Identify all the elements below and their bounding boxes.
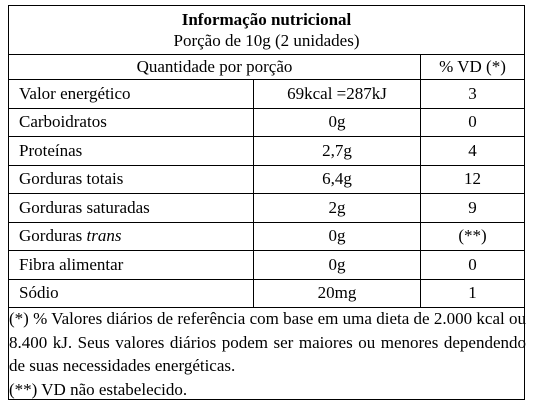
nutrient-label: Proteínas [19,140,83,160]
nutrient-label-italic: trans [86,226,122,246]
nutrient-vd: (**) [420,221,525,251]
nutrient-row: Carboidratos 0g 0 [8,107,525,137]
table-subtitle: Porção de 10g (2 unidades) [173,31,360,50]
nutrient-label: Gorduras [19,226,83,246]
nutrient-row: Proteínas 2,7g 4 [8,136,525,166]
table-title: Informação nutricional [181,10,352,29]
nutrient-label: Carboidratos [19,112,107,132]
nutrient-row: Gorduras totais 6,4g 12 [8,164,525,194]
nutrient-vd: 9 [420,193,525,223]
nutrient-amount: 2g [253,193,421,223]
column-header: Quantidade por porção [8,54,421,80]
title-cell: Informação nutricional Porção de 10g (2 … [8,5,525,55]
footnotes: (*) % Valores diários de referência com … [9,307,526,401]
nutrient-name: Carboidratos [8,107,254,137]
nutrient-vd: 0 [420,107,525,137]
nutrient-amount: 0g [253,250,421,280]
nutrient-label: Gorduras totais [19,169,124,189]
nutrient-name: Gorduras totais [8,164,254,194]
nutrient-amount: 0g [253,221,421,251]
column-header-row: Quantidade por porção % VD (*) [8,54,525,80]
nutrition-panel: Informação nutricional Porção de 10g (2 … [8,5,526,401]
column-header: % VD (*) [420,54,525,80]
nutrient-amount: 2,7g [253,136,421,166]
nutrient-amount: 0g [253,107,421,137]
nutrient-row: Gorduras saturadas 2g 9 [8,193,525,223]
nutrient-row: Sódio 20mg 1 [8,278,525,308]
nutrient-amount: 20mg [253,278,421,308]
title-row: Informação nutricional Porção de 10g (2 … [8,5,525,55]
nutrient-vd: 4 [420,136,525,166]
nutrition-table: Informação nutricional Porção de 10g (2 … [8,5,525,308]
nutrient-row: Valor energético 69kcal =287kJ 3 [8,79,525,109]
nutrient-row: Gorduras trans 0g (**) [8,221,525,251]
nutrient-row: Fibra alimentar 0g 0 [8,250,525,280]
nutrient-vd: 0 [420,250,525,280]
nutrient-label: Fibra alimentar [19,254,124,274]
nutrient-label: Sódio [19,283,59,303]
nutrient-name: Gorduras saturadas [8,193,254,223]
nutrient-vd: 3 [420,79,525,109]
nutrient-name: Sódio [8,278,254,308]
footnote: (*) % Valores diários de referência com … [9,309,526,375]
nutrient-label: Gorduras saturadas [19,197,150,217]
nutrient-label: Valor energético [19,83,131,103]
table-body: Informação nutricional Porção de 10g (2 … [8,5,525,308]
nutrient-name: Gorduras trans [8,221,254,251]
nutrient-name: Fibra alimentar [8,250,254,280]
nutrient-name: Proteínas [8,136,254,166]
nutrient-vd: 12 [420,164,525,194]
nutrient-amount: 69kcal =287kJ [253,79,421,109]
nutrient-vd: 1 [420,278,525,308]
nutrient-amount: 6,4g [253,164,421,194]
nutrient-name: Valor energético [8,79,254,109]
footnote: (**) VD não estabelecido. [9,379,188,399]
